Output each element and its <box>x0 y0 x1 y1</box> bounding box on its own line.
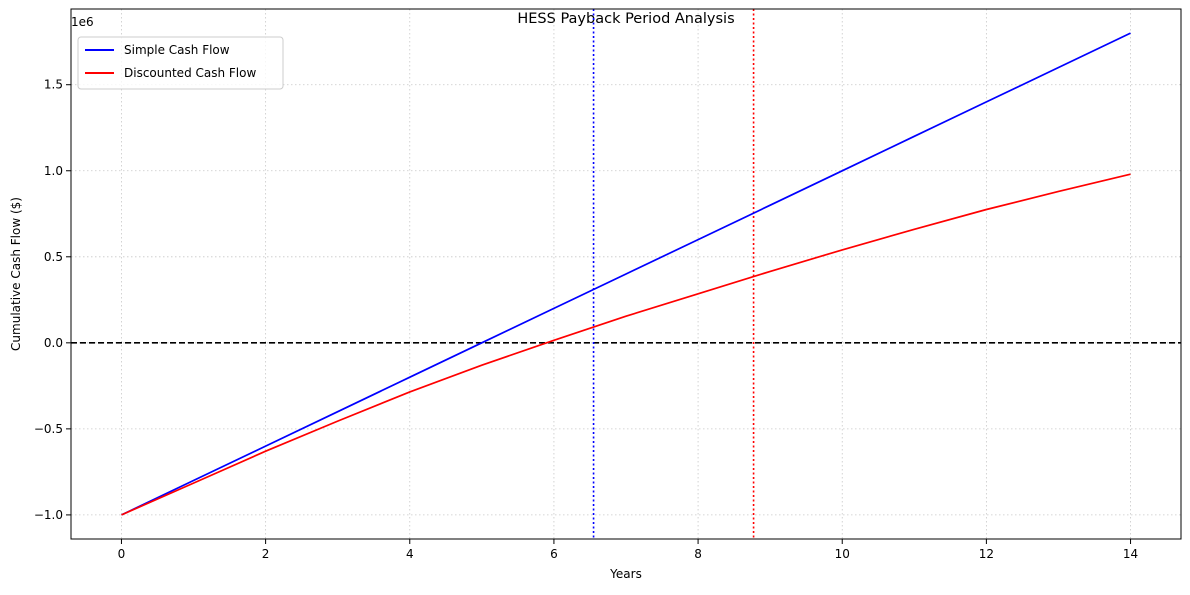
y-axis-title: Cumulative Cash Flow ($) <box>9 197 23 351</box>
chart-title: HESS Payback Period Analysis <box>517 11 734 27</box>
plot-frame <box>70 8 1182 540</box>
discounted-cash-flow-line <box>121 173 1131 516</box>
y-tick-label: −0.5 <box>34 422 63 436</box>
x-tick-label: 6 <box>550 547 558 561</box>
y-tick-label: 1.0 <box>44 164 63 178</box>
y-tick-label: −1.0 <box>34 508 63 522</box>
x-tick-label: 14 <box>1123 547 1138 561</box>
reference-lines <box>71 9 1181 539</box>
y-tick-label: 0.5 <box>44 250 63 264</box>
x-tick-label: 10 <box>835 547 850 561</box>
y-offset-label: 1e6 <box>71 15 94 29</box>
series-lines <box>121 32 1131 516</box>
x-axis-title: Years <box>609 567 642 581</box>
x-tick-label: 8 <box>694 547 702 561</box>
legend: Simple Cash Flow Discounted Cash Flow <box>77 36 284 90</box>
legend-label-simple: Simple Cash Flow <box>124 43 230 57</box>
y-axis-ticks: −1.0 −0.5 0.0 0.5 1.0 1.5 <box>34 78 71 522</box>
x-tick-label: 2 <box>262 547 270 561</box>
legend-label-discounted: Discounted Cash Flow <box>124 66 256 80</box>
simple-cash-flow-line <box>121 32 1131 516</box>
x-tick-label: 4 <box>406 547 414 561</box>
y-tick-label: 1.5 <box>44 78 63 92</box>
x-tick-label: 12 <box>979 547 994 561</box>
legend-box <box>77 36 284 90</box>
y-tick-label: 0.0 <box>44 336 63 350</box>
x-tick-label: 0 <box>118 547 126 561</box>
x-axis-ticks: 0 2 4 6 8 10 12 14 <box>118 539 1138 561</box>
